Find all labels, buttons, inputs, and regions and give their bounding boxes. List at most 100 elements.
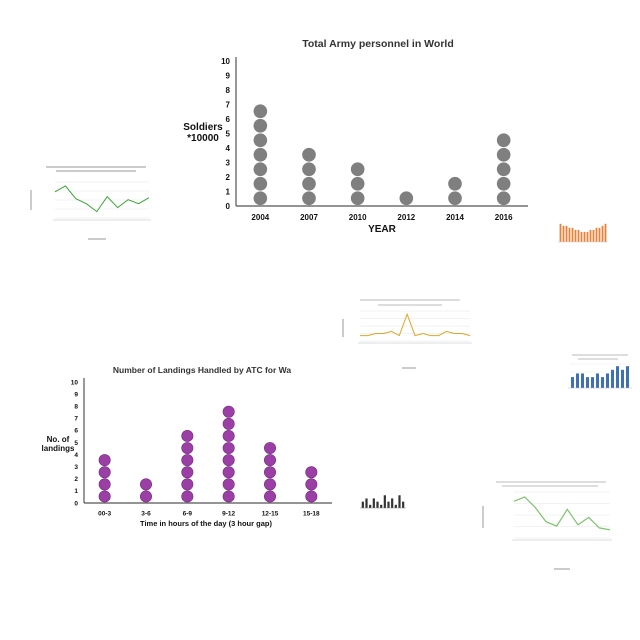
data-dot	[305, 490, 318, 503]
data-dot	[264, 490, 276, 503]
bar	[402, 501, 405, 508]
data-dot	[264, 466, 276, 479]
bar	[586, 377, 589, 388]
bar	[559, 223, 562, 242]
bar	[626, 366, 629, 388]
y-tick-label: 3	[74, 464, 78, 471]
data-dot	[302, 191, 316, 206]
bar	[611, 369, 614, 388]
data-dot	[253, 176, 268, 191]
x-tick-label: 15-18	[303, 511, 320, 518]
y-tick-label: 0	[226, 202, 231, 211]
data-dot	[222, 429, 235, 442]
data-dot	[350, 162, 365, 177]
x-tick-label: 00-3	[98, 511, 111, 518]
y-axis-label-line2: *10000	[187, 133, 219, 144]
y-tick-label: 6	[74, 428, 78, 435]
bar	[562, 225, 565, 242]
data-dot	[350, 176, 365, 191]
y-tick-label: 7	[226, 100, 231, 109]
y-tick-label: 1	[74, 488, 78, 495]
data-dot	[181, 429, 194, 442]
plot-area: 0 1 2 3 4 5 6 7 8 9 10 2004 2007 2010 2012 2014 2016	[221, 57, 528, 222]
y-tick-label: 9	[226, 71, 231, 80]
data-dot	[302, 176, 316, 191]
data-dot	[302, 162, 316, 177]
data-dot	[399, 191, 414, 206]
chart-title: Number of Landings Handled by ATC for Wa	[113, 365, 291, 375]
data-dot	[181, 454, 194, 467]
data-dot	[222, 405, 235, 418]
y-tick-label: 8	[226, 86, 231, 95]
y-tick-label: 1	[226, 187, 231, 196]
data-dot	[448, 176, 462, 191]
bar	[574, 229, 577, 242]
bar	[387, 501, 390, 508]
y-tick-label: 2	[226, 173, 231, 182]
data-dot	[253, 133, 268, 148]
data-dot	[305, 478, 318, 491]
bar	[581, 373, 584, 388]
y-tick-label: 4	[74, 452, 78, 459]
data-dot	[140, 490, 152, 503]
data-dot	[496, 133, 511, 148]
bar	[616, 366, 619, 388]
data-dot	[264, 442, 276, 455]
bar	[601, 377, 604, 388]
thumb-air-quality	[338, 295, 478, 375]
bars	[559, 223, 607, 242]
thumb-blue-bars	[558, 352, 633, 400]
series-line	[513, 496, 611, 531]
thumb-green-line-svg	[30, 166, 151, 240]
bar	[372, 498, 375, 508]
x-tick-label: 2014	[446, 213, 464, 222]
data-dot	[496, 176, 511, 191]
bar	[586, 231, 589, 242]
landings-dot-plot-svg: Number of Landings Handled by ATC for Wa…	[42, 365, 332, 528]
y-tick-label: 5	[226, 129, 231, 138]
y-tick-label: 10	[221, 57, 230, 66]
bar	[568, 227, 571, 242]
bar	[580, 231, 583, 242]
x-tick-label: 6-9	[183, 511, 193, 518]
landings-dot-plot: Number of Landings Handled by ATC for Wa…	[40, 362, 340, 537]
x-axis-label: YEAR	[368, 224, 397, 235]
bar	[576, 373, 579, 388]
gridlines	[55, 181, 149, 219]
bars	[571, 366, 629, 388]
data-dot	[222, 442, 235, 455]
bar	[391, 498, 394, 508]
bar	[601, 225, 604, 242]
bar	[621, 369, 624, 388]
thumb-orange-bars	[556, 218, 612, 248]
data-dot	[222, 490, 235, 503]
data-dot	[181, 442, 194, 455]
x-axis-label: Time in hours of the day (3 hour gap)	[140, 519, 272, 528]
data-dot	[222, 478, 235, 491]
data-dot	[222, 417, 235, 430]
y-tick-label: 8	[74, 403, 78, 410]
data-dot	[222, 466, 235, 479]
thumb-orange-bars-svg	[558, 223, 608, 243]
data-dot	[448, 191, 462, 206]
data-dot	[264, 478, 276, 491]
army-dot-plot: Total Army personnel in World Soldiers *…	[180, 30, 540, 240]
series-line	[360, 312, 471, 337]
y-tick-label: 7	[74, 416, 78, 423]
thumb-lightgreen-line-svg	[482, 481, 612, 570]
bar	[398, 495, 401, 508]
data-dot	[496, 147, 511, 162]
x-tick-label: 2016	[495, 213, 513, 222]
bar	[604, 223, 607, 242]
data-dot	[98, 466, 111, 479]
data-dot	[253, 191, 268, 206]
data-dot	[140, 478, 152, 491]
bar	[592, 229, 595, 242]
data-dot	[253, 162, 268, 177]
data-dot	[496, 162, 511, 177]
data-dot	[98, 478, 111, 491]
data-dot	[181, 466, 194, 479]
bar	[583, 231, 586, 242]
data-dot	[305, 466, 318, 479]
thumb-blue-bars-svg	[568, 354, 632, 389]
